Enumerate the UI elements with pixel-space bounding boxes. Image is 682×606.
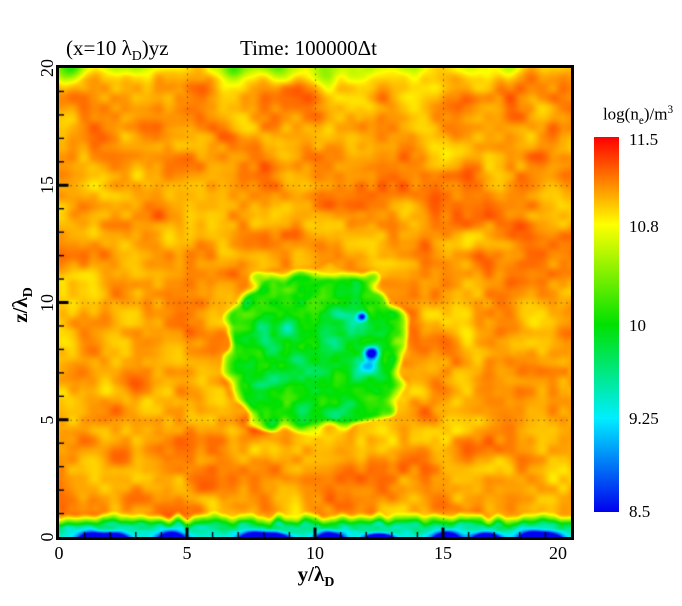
y-tick-label: 20 [37, 59, 57, 77]
plot-frame [56, 65, 574, 540]
x-tick-label: 5 [182, 543, 192, 563]
y-tick-label: 0 [37, 532, 57, 542]
x-tick-label: 20 [549, 543, 567, 563]
x-tick-label: 15 [434, 543, 452, 563]
x-tick-label: 10 [306, 543, 324, 563]
plot-title-slice: (x=10 λD)yz [66, 36, 169, 64]
colorbar-tick-label: 10 [629, 316, 646, 335]
y-tick-label: 15 [37, 176, 57, 195]
y-axis-label: z/λD [8, 287, 36, 323]
colorbar-tick-label: 9.25 [629, 409, 659, 428]
heatmap-canvas [59, 68, 571, 537]
colorbar-tick-label: 10.8 [629, 216, 659, 236]
lambda-symbol: λ [121, 36, 132, 60]
lambda-subscript: D [131, 48, 142, 64]
colorbar-tick-label: 8.5 [629, 502, 651, 521]
colorbar-tick-label: 11.5 [629, 130, 659, 149]
plot-title-time: Time: 100000Δt [240, 36, 378, 60]
y-tick-label: 5 [37, 415, 57, 425]
colorbar-title: log(ne)/m3 [602, 104, 674, 128]
x-axis-label: y/λD [297, 562, 335, 590]
title-slice-pre: (x=10 [66, 36, 122, 60]
title-slice-post: )yz [141, 36, 169, 60]
colorbar-gradient [594, 137, 619, 512]
x-tick-label: 0 [54, 543, 64, 563]
y-tick-label: 10 [37, 293, 57, 312]
